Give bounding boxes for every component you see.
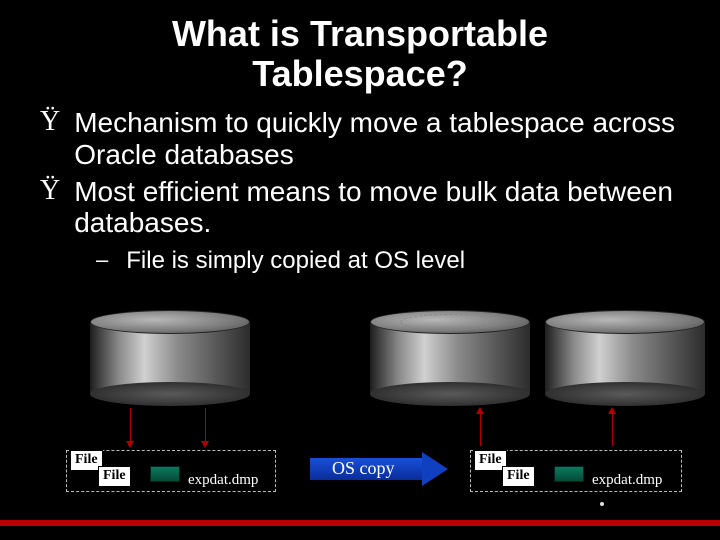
arrow-down-head — [126, 441, 134, 448]
diagram: File File expdat.dmp File File expdat.dm… — [0, 310, 720, 510]
bullet-1: Ÿ Mechanism to quickly move a tablespace… — [40, 107, 690, 170]
arrow-up-line — [612, 414, 613, 446]
cylinder-left — [90, 310, 250, 406]
cylinder-right — [545, 310, 705, 406]
file-label: File — [507, 468, 530, 483]
slide: What is Transportable Tablespace? Ÿ Mech… — [0, 0, 720, 540]
arrow-down-head — [201, 441, 209, 448]
metadata-box — [554, 466, 584, 482]
bullet-1-text: Mechanism to quickly move a tablespace a… — [74, 107, 690, 170]
bullet-mark: Ÿ — [40, 176, 60, 205]
os-copy-label: OS copy — [332, 458, 395, 479]
file-label: File — [479, 452, 502, 467]
sub-bullet-1-text: File is simply copied at OS level — [126, 247, 465, 275]
footer-bar — [0, 520, 720, 526]
file-box: File — [98, 466, 131, 487]
file-box: File — [502, 466, 535, 487]
file-label: File — [103, 468, 126, 483]
arrow-down-line — [205, 408, 206, 442]
bullet-2-text: Most efficient means to move bulk data b… — [74, 176, 690, 239]
sub-bullet-mark: – — [96, 247, 108, 273]
bullet-2: Ÿ Most efficient means to move bulk data… — [40, 176, 690, 239]
decorative-dot — [600, 502, 604, 506]
arrow-up-line — [480, 414, 481, 446]
arrow-up-head — [608, 407, 616, 414]
bullet-mark: Ÿ — [40, 107, 60, 136]
slide-title: What is Transportable Tablespace? — [0, 0, 720, 93]
arrow-down-line — [130, 408, 131, 442]
expdat-label: expdat.dmp — [188, 472, 258, 489]
sub-bullet-1: – File is simply copied at OS level — [96, 247, 690, 275]
dotted-region — [400, 314, 500, 330]
expdat-label: expdat.dmp — [592, 472, 662, 489]
title-line1: What is Transportable — [0, 14, 720, 54]
file-label: File — [75, 452, 98, 467]
metadata-box — [150, 466, 180, 482]
title-line2: Tablespace? — [0, 54, 720, 94]
bullet-list: Ÿ Mechanism to quickly move a tablespace… — [0, 93, 720, 274]
arrow-up-head — [476, 407, 484, 414]
